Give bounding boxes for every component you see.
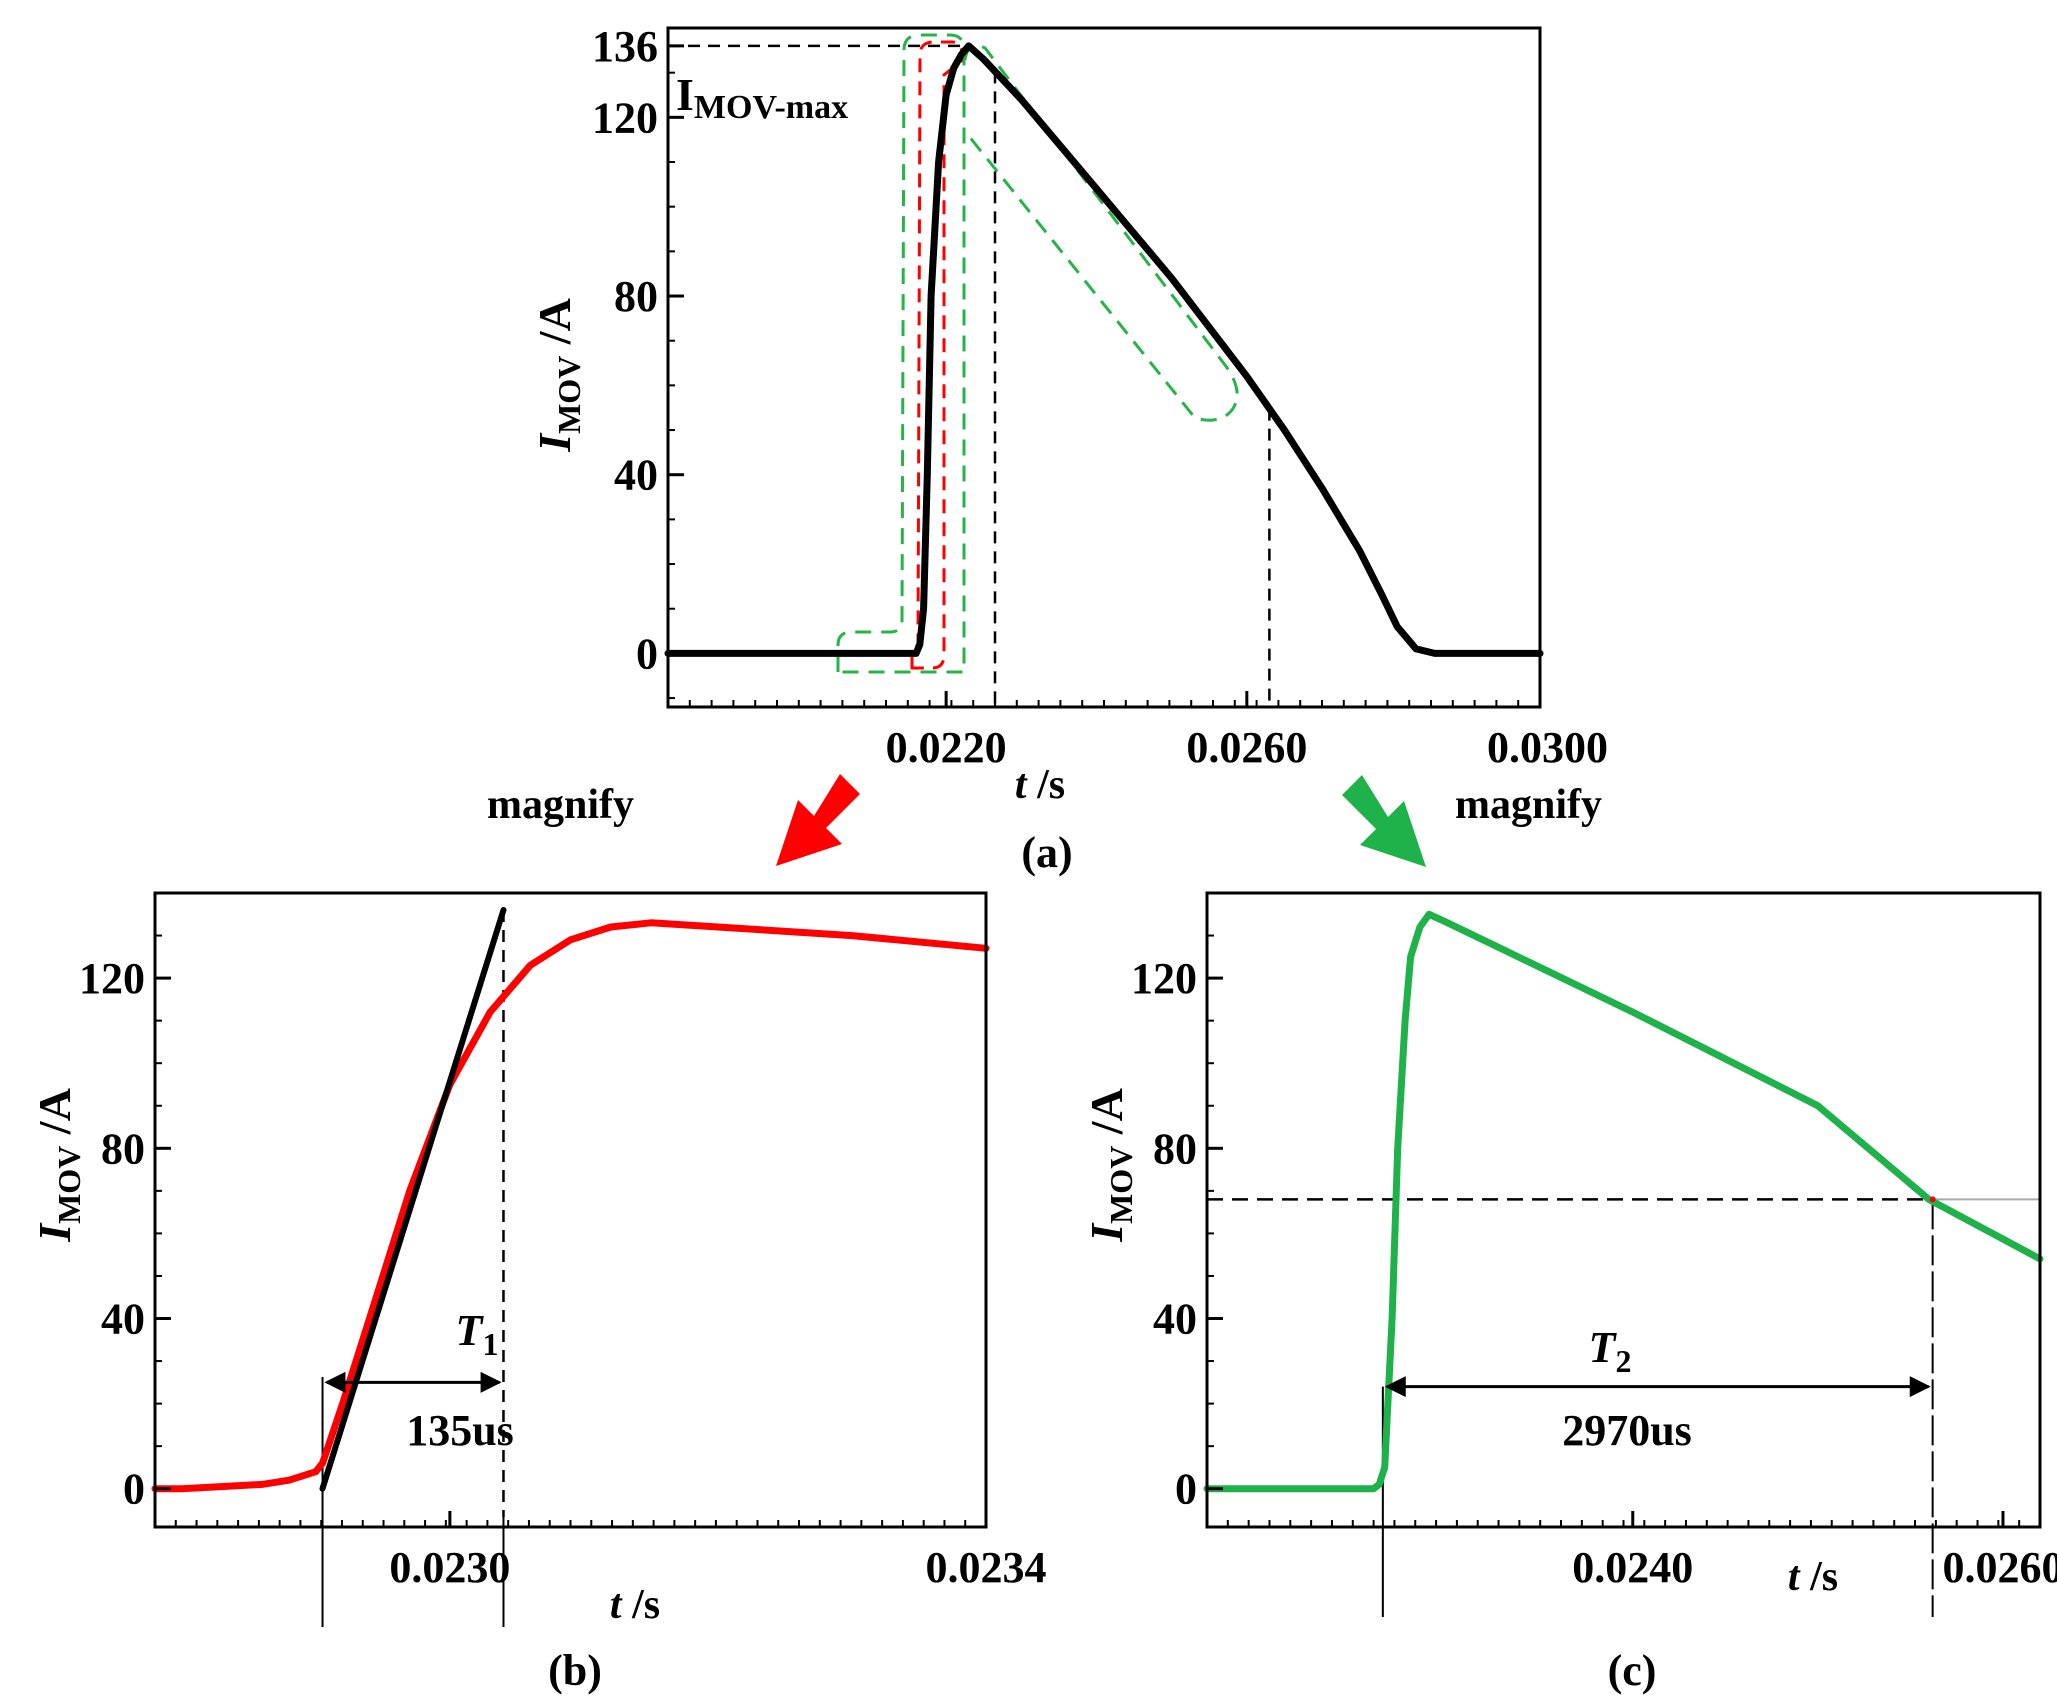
x-tick-label: 0.0260 xyxy=(1942,1543,2057,1592)
highlight-outlines xyxy=(836,33,1239,674)
series-lines xyxy=(151,907,990,1493)
x-axis-label: t /s xyxy=(1015,762,1065,808)
red-dashed-outline xyxy=(910,40,964,670)
interval-label-T1: T1 xyxy=(456,1306,499,1362)
y-tick-label: 80 xyxy=(614,272,658,321)
interval-annotation xyxy=(1384,1196,1936,1398)
imax-label: IMOV-max xyxy=(676,69,848,126)
axes xyxy=(153,891,988,1529)
caption-a: (a) xyxy=(1021,828,1072,877)
y-tick-label: 120 xyxy=(592,93,658,142)
panel-c-chart: 0 40 80 120 0.0240 0.0260 T2 2970us t /s IMOV… xyxy=(1081,891,2057,1695)
y-tick-label: 136 xyxy=(592,22,658,71)
y-tick-label: 0 xyxy=(636,629,658,678)
magnify-label-right: magnify xyxy=(1455,782,1602,828)
y-tick-label: 80 xyxy=(1153,1124,1197,1173)
tick-labels: 0 40 80 120 136 0.0220 0.0260 0.0300 xyxy=(592,22,1608,772)
guide-lines xyxy=(668,44,1271,707)
x-tick-label: 0.0260 xyxy=(1186,723,1307,772)
x-tick-label: 0.0220 xyxy=(886,723,1007,772)
y-tick-label: 40 xyxy=(101,1295,145,1344)
series-lines xyxy=(664,42,1544,657)
y-axis-label: IMOV /A xyxy=(29,1088,87,1243)
green-arrow-icon xyxy=(1342,775,1426,867)
tick-labels: 0 40 80 120 0.0240 0.0260 xyxy=(1131,954,2057,1592)
tick-labels: 0 40 80 120 0.0230 0.0234 xyxy=(79,954,1047,1592)
magnify-annotations: magnify magnify xyxy=(487,774,1602,867)
series-lines xyxy=(1203,910,2044,1493)
y-tick-label: 120 xyxy=(1131,954,1197,1003)
series-line-i-mov xyxy=(664,42,1544,657)
y-tick-label: 0 xyxy=(123,1465,145,1514)
green-dashed-outline-decay xyxy=(963,44,1239,422)
axes xyxy=(1205,891,2042,1529)
y-tick-label: 0 xyxy=(1175,1465,1197,1514)
plot-frame xyxy=(153,891,988,1529)
interval-value-T2: 2970us xyxy=(1562,1406,1692,1455)
x-axis-label: t /s xyxy=(610,1582,660,1628)
x-tick-label: 0.0300 xyxy=(1487,723,1608,772)
y-tick-label: 120 xyxy=(79,954,145,1003)
panel-b-chart: 0 40 80 120 0.0230 0.0234 T1 135us t /s IMOV … xyxy=(29,891,1047,1695)
magnify-label-left: magnify xyxy=(487,782,634,828)
y-tick-label: 40 xyxy=(614,451,658,500)
half-value-point xyxy=(1929,1196,1936,1203)
caption-c: (c) xyxy=(1608,1646,1657,1695)
x-axis-label: t /s xyxy=(1788,1554,1838,1600)
y-axis-label: IMOV /A xyxy=(529,298,587,453)
interval-label-T2: T2 xyxy=(1589,1323,1632,1379)
series-line-i-mov xyxy=(1203,910,2044,1493)
y-tick-label: 80 xyxy=(101,1124,145,1173)
plot-frame xyxy=(666,26,1542,709)
green-dashed-outline-rise xyxy=(836,33,966,674)
y-axis-label: IMOV /A xyxy=(1081,1088,1139,1243)
guide-lines xyxy=(321,910,505,1627)
red-arrow-icon xyxy=(776,774,860,866)
series-line-tangent xyxy=(319,907,507,1492)
axes xyxy=(666,26,1542,709)
x-tick-label: 0.0234 xyxy=(926,1543,1047,1592)
series-line-i-mov xyxy=(151,919,990,1493)
interval-value-T1: 135us xyxy=(406,1406,514,1455)
y-tick-label: 40 xyxy=(1153,1295,1197,1344)
caption-b: (b) xyxy=(548,1646,602,1695)
guide-lines xyxy=(1207,1198,2040,1617)
x-tick-label: 0.0240 xyxy=(1572,1543,1693,1592)
panel-a-chart: 0 40 80 120 136 0.0220 0.0260 0.0300 IMOV-max t… xyxy=(529,22,1608,877)
x-tick-label: 0.0230 xyxy=(389,1543,510,1592)
